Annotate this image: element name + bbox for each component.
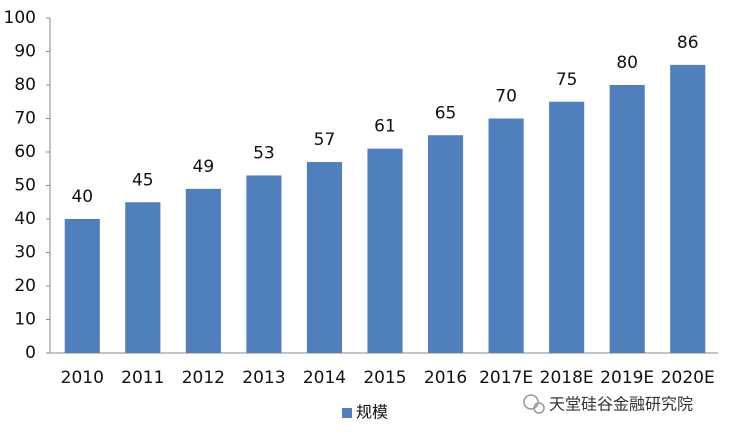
bar xyxy=(609,85,645,353)
bar xyxy=(367,148,403,353)
value-label: 45 xyxy=(132,170,154,190)
bar xyxy=(64,219,100,353)
value-label: 86 xyxy=(677,33,699,53)
x-tick-label: 2016 xyxy=(424,368,467,388)
bar xyxy=(488,118,524,353)
bar xyxy=(246,175,282,353)
bar xyxy=(670,64,706,354)
value-label: 49 xyxy=(193,157,215,177)
watermark-icon xyxy=(533,402,545,414)
x-tick-label: 2013 xyxy=(242,368,285,388)
value-label: 53 xyxy=(253,143,275,163)
x-tick-label: 2018E xyxy=(540,368,594,388)
bar xyxy=(306,162,343,353)
legend-swatch xyxy=(342,408,352,418)
watermark-icon xyxy=(523,394,539,410)
watermark-text: 天堂硅谷金融研究院 xyxy=(549,395,693,414)
y-tick-label: 100 xyxy=(4,8,36,28)
bar xyxy=(185,188,221,353)
value-label: 65 xyxy=(435,103,457,123)
watermark: 天堂硅谷金融研究院 xyxy=(523,394,693,414)
y-tick-label: 20 xyxy=(14,276,36,296)
y-tick-label: 50 xyxy=(14,176,36,196)
value-label: 70 xyxy=(495,87,517,107)
x-tick-label: 2020E xyxy=(661,368,715,388)
y-tick-label: 80 xyxy=(14,75,36,95)
value-label: 40 xyxy=(71,187,93,207)
y-tick-label: 30 xyxy=(14,243,36,263)
y-tick-label: 90 xyxy=(14,42,36,62)
x-tick-label: 2010 xyxy=(61,368,104,388)
legend-label: 规模 xyxy=(356,403,388,422)
y-tick-label: 0 xyxy=(25,343,36,363)
x-tick-label: 2015 xyxy=(363,368,406,388)
x-tick-label: 2012 xyxy=(182,368,225,388)
x-tick-label: 2019E xyxy=(600,368,654,388)
x-tick-label: 2011 xyxy=(121,368,164,388)
value-label: 75 xyxy=(556,70,578,90)
value-label: 57 xyxy=(314,130,336,150)
x-tick-label: 2017E xyxy=(479,368,533,388)
value-label: 61 xyxy=(374,117,396,137)
y-tick-label: 10 xyxy=(14,310,36,330)
x-tick-label: 2014 xyxy=(303,368,346,388)
value-label: 80 xyxy=(616,53,638,73)
bar xyxy=(125,202,161,353)
bar xyxy=(549,101,585,353)
bar xyxy=(427,135,464,353)
y-tick-label: 70 xyxy=(14,109,36,129)
y-tick-label: 60 xyxy=(14,142,36,162)
y-tick-label: 40 xyxy=(14,209,36,229)
